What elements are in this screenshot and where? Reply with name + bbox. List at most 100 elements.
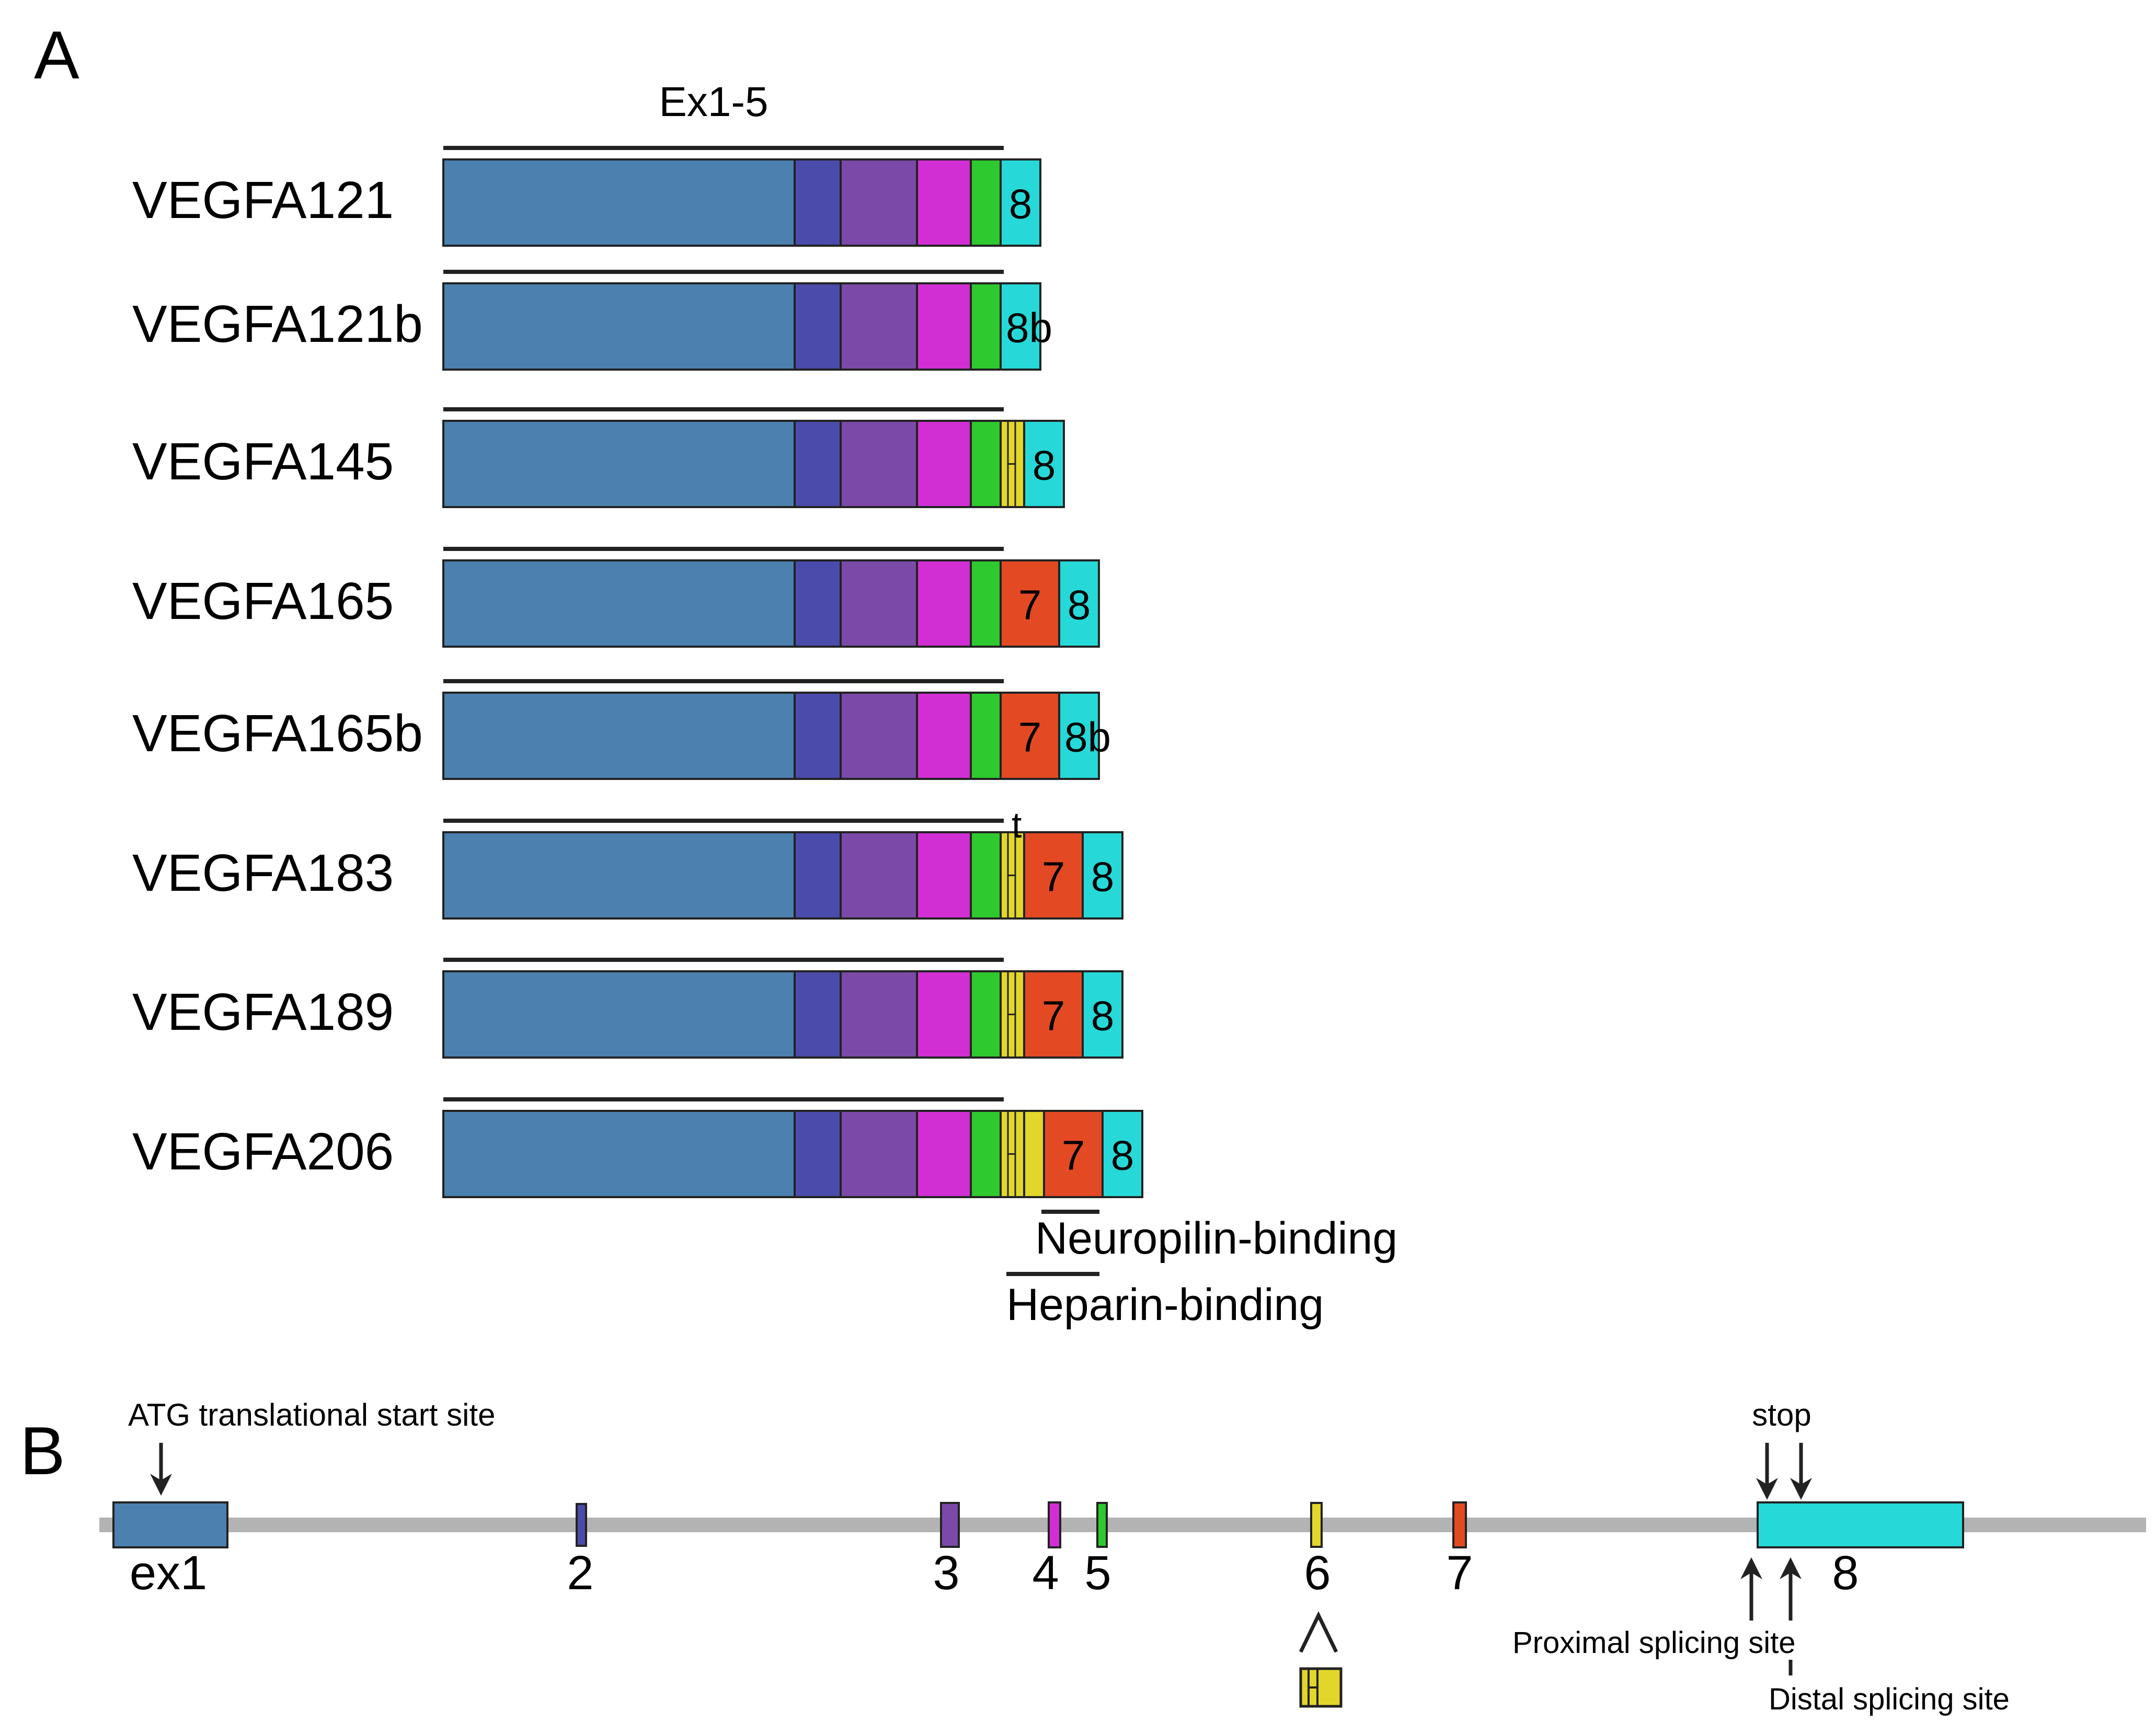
ex8-block: [1000, 282, 1041, 371]
gene-exon-6: [1310, 1502, 1323, 1548]
exon-number-label: 7: [1042, 854, 1065, 900]
ex8-block: [1058, 559, 1100, 648]
ex8-block: [1102, 1110, 1143, 1198]
gene-exon-8: [1757, 1501, 1964, 1548]
exon-number-label: 8: [1009, 181, 1033, 227]
heparin-label: Heparin-binding: [1006, 1280, 1324, 1330]
ex3-block: [840, 692, 918, 780]
gene-exon-ex1: [112, 1501, 228, 1548]
ex1-block: [442, 559, 796, 648]
ex5-block: [970, 970, 1002, 1059]
ex2-block: [794, 1110, 842, 1198]
ex4-block: [916, 831, 972, 920]
ex4-block: [916, 692, 972, 780]
gene-exon-label: 4: [1032, 1546, 1059, 1600]
ex5-block: [970, 692, 1002, 780]
isoform-row: VEGFA206 7 8: [132, 1097, 1143, 1198]
ex5-block: [970, 559, 1002, 648]
exon-number-label: 8: [1091, 993, 1115, 1039]
isoform-name: VEGFA145: [132, 432, 394, 491]
isoform-name: VEGFA189: [132, 983, 394, 1041]
exon6-inset-box: [1299, 1667, 1343, 1708]
distal-splice-label: Distal splicing site: [1769, 1682, 2010, 1716]
gene-exon-label: 3: [933, 1546, 959, 1600]
isoform-row: VEGFA145 8: [132, 407, 1065, 508]
gene-exon-label: 5: [1084, 1546, 1111, 1600]
ex2-block: [794, 420, 842, 508]
ex3-block: [840, 559, 918, 648]
gene-exon-layer: ex1 2 3 4 5 6 7 8: [112, 1501, 1964, 1600]
ex1-block: [442, 970, 796, 1059]
ex2-block: [794, 158, 842, 247]
panel-b: B ex1 2 3 4 5 6 7 8 ATG translational start sit…: [20, 1397, 2146, 1716]
ex7-block: [1043, 1110, 1104, 1198]
ex1-block: [442, 420, 796, 508]
exon-number-label: 8: [1068, 582, 1091, 628]
exon6-caret: [1299, 1611, 1338, 1653]
isoform-row: VEGFA165b 7 8b: [132, 679, 1111, 780]
exon-span-label: Ex1-5: [659, 78, 769, 125]
ex5-block: [970, 282, 1002, 371]
ex2-block: [794, 831, 842, 920]
isoform-name: VEGFA121b: [132, 295, 423, 353]
gene-exon-label: ex1: [130, 1546, 207, 1600]
ex7-block: [1023, 970, 1084, 1059]
ex3-block: [840, 970, 918, 1059]
ex2-block: [794, 970, 842, 1059]
isoform-row: VEGFA121 8: [132, 146, 1041, 247]
exon-number-label: 7: [1042, 993, 1065, 1039]
ex7-block: [1023, 831, 1084, 920]
gene-exon-7: [1452, 1501, 1467, 1548]
ex2-block: [794, 282, 842, 371]
isoform-row: VEGFA165 7 8: [132, 547, 1100, 648]
ex8-block: [1082, 831, 1123, 920]
ex1-block: [442, 158, 796, 247]
ex3-block: [840, 831, 918, 920]
ex5-block: [970, 1110, 1002, 1198]
ex5-block: [970, 420, 1002, 508]
ex7-block: [1000, 692, 1060, 780]
isoform-row: VEGFA183 7 8 t: [132, 805, 1123, 920]
ex1-block: [442, 831, 796, 920]
ex3-block: [840, 158, 918, 247]
ex4-block: [916, 158, 972, 247]
exon-number-label: 8b: [1006, 305, 1052, 351]
ex6b-block: [1023, 1110, 1045, 1198]
exon-number-label: 7: [1018, 714, 1042, 761]
exon-number-label: 8: [1111, 1132, 1134, 1179]
isoform-name: VEGFA121: [132, 171, 394, 229]
ex8-block: [1000, 158, 1041, 247]
ex2-block: [794, 692, 842, 780]
isoform-annotation: t: [1012, 805, 1022, 845]
gene-exon-label: 8: [1832, 1546, 1859, 1600]
panel-a-label: A: [34, 17, 79, 93]
exon6-inset: [1299, 1611, 1343, 1708]
binding-regions: Neuropilin-binding Heparin-binding: [1006, 1210, 1397, 1330]
gene-exon-label: 6: [1304, 1546, 1331, 1600]
ex2-block: [794, 559, 842, 648]
ex8-block: [1082, 970, 1123, 1059]
ex4-block: [916, 559, 972, 648]
exon-number-label: 7: [1018, 582, 1042, 628]
ex5-block: [970, 158, 1002, 247]
exon-number-label: 8: [1091, 854, 1115, 900]
ex5-block: [970, 831, 1002, 920]
ex1-block: [442, 1110, 796, 1198]
proximal-splice-label: Proximal splicing site: [1512, 1626, 1796, 1660]
ex3-block: [840, 420, 918, 508]
ex4-block: [916, 970, 972, 1059]
ex3-block: [840, 1110, 918, 1198]
ex3-block: [840, 282, 918, 371]
ex8-block: [1058, 692, 1100, 780]
exon-number-label: 8b: [1064, 714, 1111, 761]
exon-number-label: 8: [1033, 442, 1056, 489]
ex1-block: [442, 692, 796, 780]
gene-exon-4: [1048, 1501, 1061, 1548]
isoform-name: VEGFA165b: [132, 704, 423, 763]
gene-exon-3: [940, 1502, 960, 1548]
gene-exon-5: [1096, 1502, 1108, 1548]
start-site-label: ATG translational start site: [128, 1397, 495, 1432]
